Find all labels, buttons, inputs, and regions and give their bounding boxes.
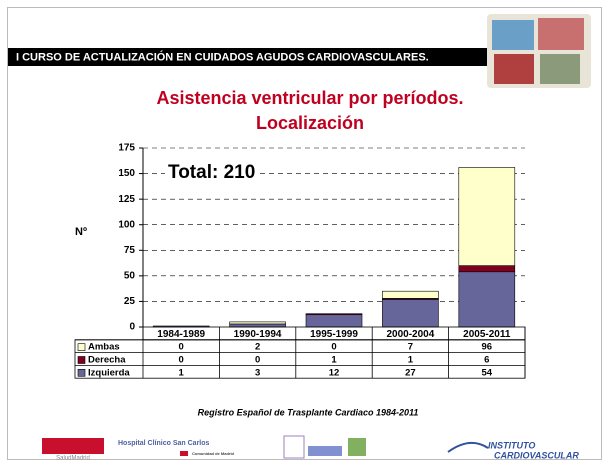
logo-text: Hospital Clínico San Carlos [118, 440, 210, 447]
legend-label: Izquierda [88, 367, 130, 378]
y-tick-label: 125 [118, 194, 135, 205]
legend-label: Ambas [88, 342, 120, 353]
x-tick-label: 2000-2004 [386, 329, 434, 340]
footer-logos: SaludMadrid Hospital Clínico San Carlos … [42, 435, 579, 462]
x-tick-label: 1984-1989 [157, 329, 205, 340]
table-value: 27 [405, 367, 416, 378]
annotation: Total: 210 [168, 162, 255, 183]
x-tick-label: 1995-1999 [310, 329, 358, 340]
table-value: 0 [179, 342, 184, 353]
bar-segment [458, 167, 516, 266]
table-value: 1 [331, 355, 337, 366]
bar-segment [458, 271, 516, 328]
table-value: 3 [255, 367, 260, 378]
banner: I CURSO DE ACTUALIZACIÓN EN CUIDADOS AGU… [16, 50, 429, 63]
legend-label: Derecha [88, 355, 126, 366]
bar-segment [382, 290, 439, 299]
bar-segment [458, 265, 516, 273]
table-value: 7 [408, 342, 413, 353]
legend-swatch [77, 368, 86, 377]
y-tick-label: 150 [118, 168, 135, 179]
y-tick-label: 50 [124, 270, 136, 281]
table-value: 96 [482, 342, 493, 353]
y-tick-label: 25 [124, 296, 136, 307]
logo-text: CARDIOVASCULAR [494, 450, 579, 460]
legend-swatch [77, 343, 86, 352]
bar-segment [305, 313, 363, 316]
bar-segment [229, 321, 286, 325]
chart-title: Asistencia ventricular por períodos. Loc… [156, 88, 464, 133]
y-tick-label: 175 [118, 143, 135, 154]
y-tick-label: 100 [118, 219, 135, 230]
table-value: 0 [179, 355, 184, 366]
table-value: 0 [331, 342, 336, 353]
bar-segment [382, 299, 439, 328]
annotation-bg [165, 162, 259, 184]
x-tick-label: 2005-2011 [463, 329, 511, 340]
table-value: 1 [408, 355, 414, 366]
bar-segment [229, 323, 286, 328]
y-tick-label: 0 [129, 322, 135, 333]
table-value: 1 [179, 367, 185, 378]
bar-segment [305, 314, 363, 328]
header-images [487, 14, 591, 88]
table-value: 12 [329, 367, 340, 378]
legend-swatch [77, 356, 86, 364]
logo-text: INSTITUTO [488, 440, 535, 450]
source: Registro Español de Trasplante Cardiaco … [198, 407, 419, 417]
x-tick-label: 1990-1994 [234, 329, 282, 340]
table-value: 6 [484, 355, 489, 366]
table-value: 2 [255, 342, 260, 353]
logo-text: Comunidad de Madrid [192, 451, 235, 456]
logo-text: SaludMadrid [56, 456, 90, 462]
table-value: 0 [255, 355, 260, 366]
y-tick-label: 75 [124, 245, 136, 256]
y-axis-label: Nº [75, 226, 87, 238]
table-value: 54 [482, 367, 493, 378]
banner-bar [8, 48, 496, 66]
